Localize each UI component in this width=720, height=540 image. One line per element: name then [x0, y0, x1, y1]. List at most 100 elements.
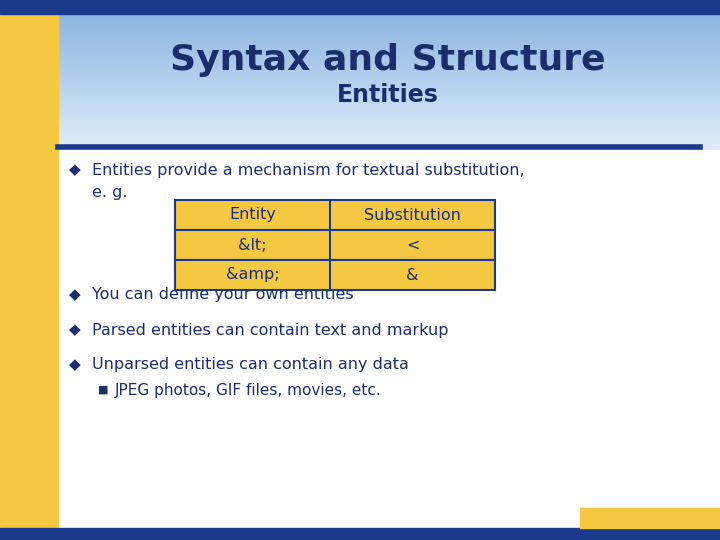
Bar: [58, 19, 720, 20]
Text: ◆: ◆: [69, 322, 81, 338]
Text: Parsed entities can contain text and markup: Parsed entities can contain text and mar…: [92, 322, 449, 338]
Bar: [58, 142, 720, 143]
Text: <: <: [406, 238, 419, 253]
Bar: [58, 79, 720, 80]
Text: ◆: ◆: [69, 357, 81, 373]
Bar: [58, 82, 720, 83]
Bar: [58, 33, 720, 34]
Bar: [58, 42, 720, 43]
Bar: [58, 148, 720, 149]
Bar: [58, 71, 720, 72]
Bar: [58, 100, 720, 101]
Bar: [58, 98, 720, 99]
Bar: [58, 103, 720, 104]
Bar: [58, 54, 720, 55]
Bar: [58, 88, 720, 89]
Bar: [58, 72, 720, 73]
Bar: [58, 125, 720, 126]
Text: Entity: Entity: [229, 207, 276, 222]
Bar: [580, 508, 720, 528]
Bar: [58, 117, 720, 118]
Bar: [58, 70, 720, 71]
Text: Unparsed entities can contain any data: Unparsed entities can contain any data: [92, 357, 409, 373]
Bar: [58, 97, 720, 98]
Text: ◆: ◆: [69, 163, 81, 178]
Text: &amp;: &amp;: [225, 267, 279, 282]
Bar: [58, 25, 720, 26]
Bar: [58, 73, 720, 74]
Bar: [58, 90, 720, 91]
Bar: [58, 16, 720, 17]
Bar: [58, 46, 720, 47]
Bar: [58, 149, 720, 150]
Bar: [58, 119, 720, 120]
Text: Entities provide a mechanism for textual substitution,: Entities provide a mechanism for textual…: [92, 163, 525, 178]
Bar: [58, 126, 720, 127]
Bar: [58, 91, 720, 92]
Bar: [58, 48, 720, 49]
Bar: [58, 109, 720, 110]
Bar: [58, 84, 720, 85]
Text: ■: ■: [98, 385, 108, 395]
Bar: [58, 29, 720, 30]
Bar: [58, 94, 720, 95]
Bar: [58, 39, 720, 40]
Text: &lt;: &lt;: [238, 238, 267, 253]
Bar: [58, 23, 720, 24]
Bar: [58, 121, 720, 122]
Bar: [58, 110, 720, 111]
Bar: [58, 63, 720, 64]
Bar: [58, 49, 720, 50]
Bar: [58, 129, 720, 130]
Bar: [58, 59, 720, 60]
Bar: [58, 128, 720, 129]
Bar: [58, 69, 720, 70]
Bar: [58, 135, 720, 136]
Bar: [58, 99, 720, 100]
Bar: [58, 144, 720, 145]
Bar: [58, 96, 720, 97]
Bar: [58, 86, 720, 87]
Bar: [58, 36, 720, 37]
Bar: [58, 28, 720, 29]
Bar: [58, 81, 720, 82]
Bar: [58, 35, 720, 36]
Bar: [58, 105, 720, 106]
Bar: [58, 77, 720, 78]
Bar: [58, 107, 720, 108]
Bar: [58, 18, 720, 19]
Bar: [58, 137, 720, 138]
Bar: [58, 58, 720, 59]
Bar: [58, 123, 720, 124]
Bar: [58, 41, 720, 42]
Text: e. g.: e. g.: [92, 185, 127, 199]
Text: Substitution: Substitution: [364, 207, 461, 222]
Bar: [58, 27, 720, 28]
Bar: [58, 15, 720, 16]
Bar: [58, 93, 720, 94]
Bar: [58, 136, 720, 137]
Bar: [58, 101, 720, 102]
Bar: [58, 32, 720, 33]
Bar: [58, 20, 720, 21]
Bar: [58, 52, 720, 53]
Bar: [58, 134, 720, 135]
Bar: [0, 0, 720, 14]
Bar: [58, 47, 720, 48]
Bar: [58, 50, 720, 51]
Bar: [58, 60, 720, 61]
Bar: [58, 143, 720, 144]
Bar: [58, 118, 720, 119]
Bar: [58, 21, 720, 22]
Bar: [58, 138, 720, 139]
Bar: [58, 145, 720, 146]
Bar: [58, 116, 720, 117]
Bar: [58, 45, 720, 46]
Bar: [58, 31, 720, 32]
Bar: [58, 113, 720, 114]
Bar: [58, 34, 720, 35]
Bar: [58, 120, 720, 121]
Bar: [58, 85, 720, 86]
Bar: [58, 146, 720, 147]
Bar: [58, 92, 720, 93]
